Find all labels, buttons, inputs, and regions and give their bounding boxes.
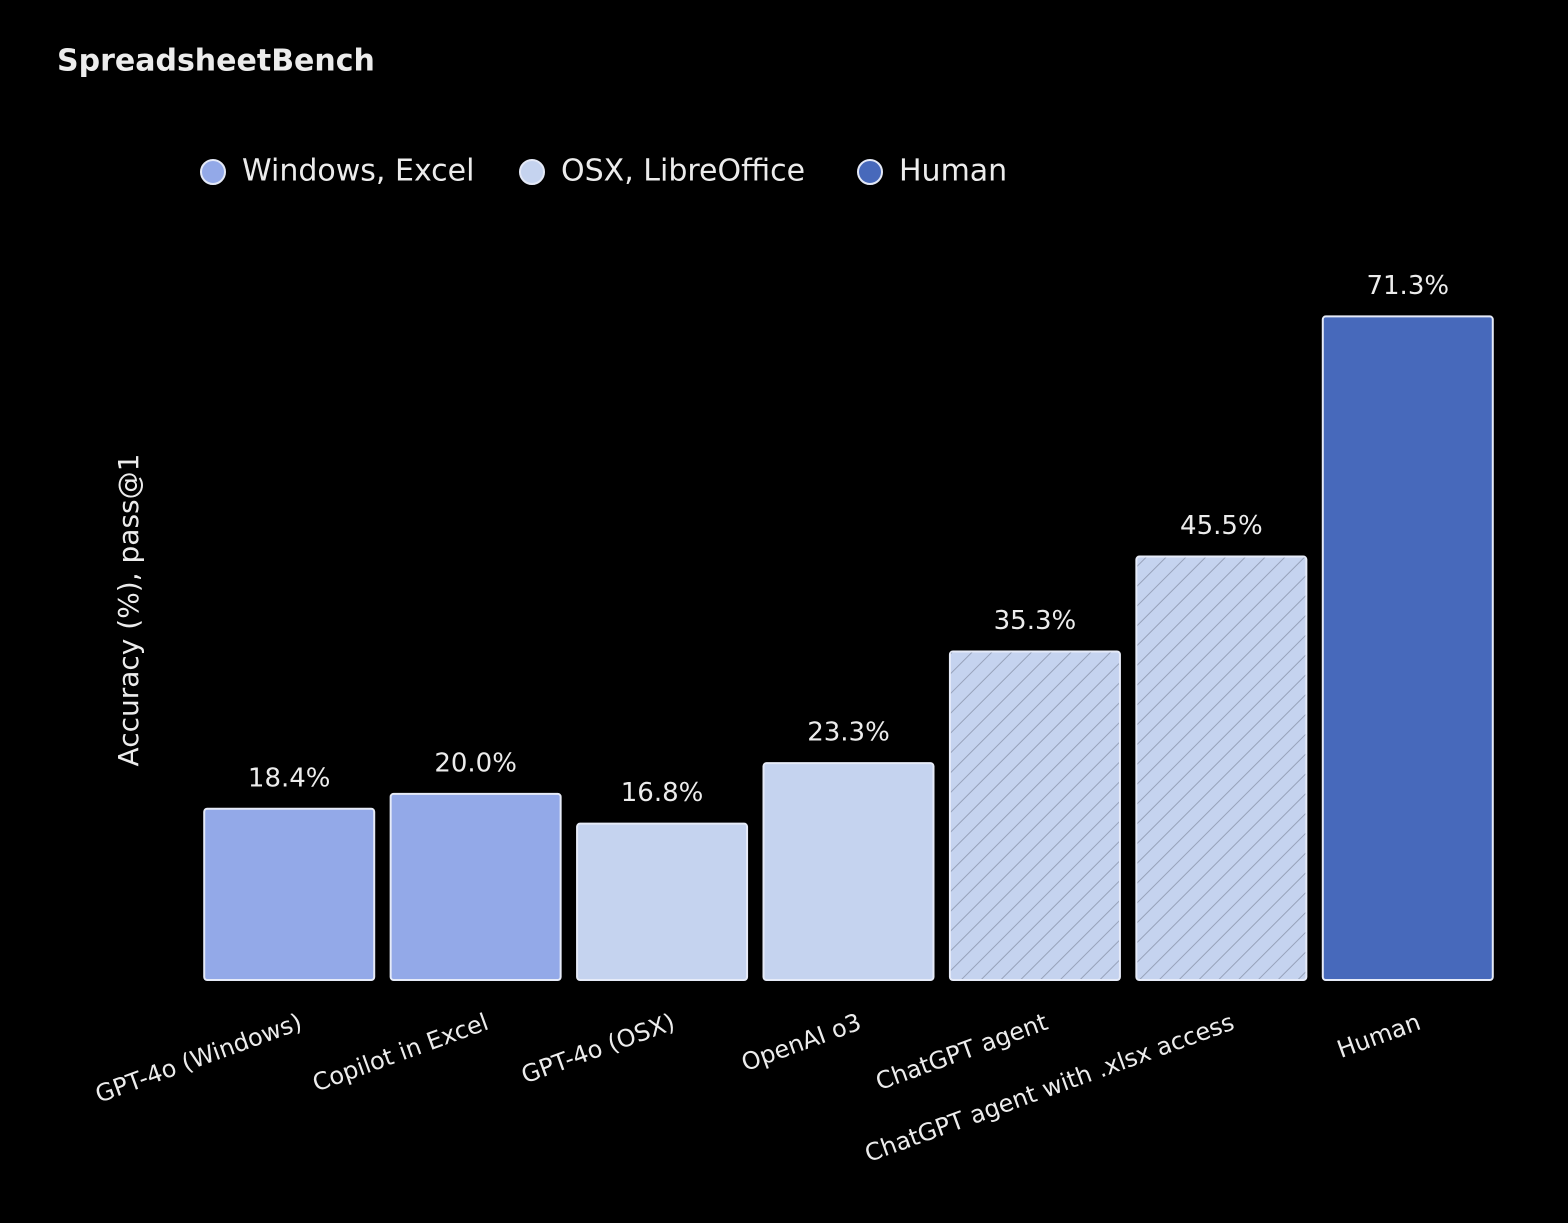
legend-label: OSX, LibreOffice — [561, 154, 805, 189]
value-label: 16.8% — [621, 778, 704, 808]
value-label: 20.0% — [434, 748, 517, 778]
bar — [203, 807, 376, 981]
value-label: 23.3% — [807, 718, 890, 748]
value-label: 35.3% — [994, 606, 1077, 636]
bar — [762, 762, 935, 981]
chart-title: SpreadsheetBench — [57, 44, 375, 79]
bar — [576, 822, 749, 982]
legend-label: Human — [899, 154, 1007, 189]
legend-marker — [200, 159, 226, 185]
legend-marker — [519, 159, 545, 185]
bar — [1321, 315, 1494, 981]
bar-hatch — [1137, 557, 1306, 979]
value-label: 18.4% — [248, 763, 331, 793]
legend-marker — [857, 159, 883, 185]
legend-label: Windows, Excel — [242, 154, 474, 189]
y-axis-label: Accuracy (%), pass@1 — [112, 454, 145, 767]
bar-hatch — [950, 652, 1119, 979]
value-label: 71.3% — [1366, 271, 1449, 301]
value-label: 45.5% — [1180, 511, 1263, 541]
bar — [389, 792, 562, 981]
